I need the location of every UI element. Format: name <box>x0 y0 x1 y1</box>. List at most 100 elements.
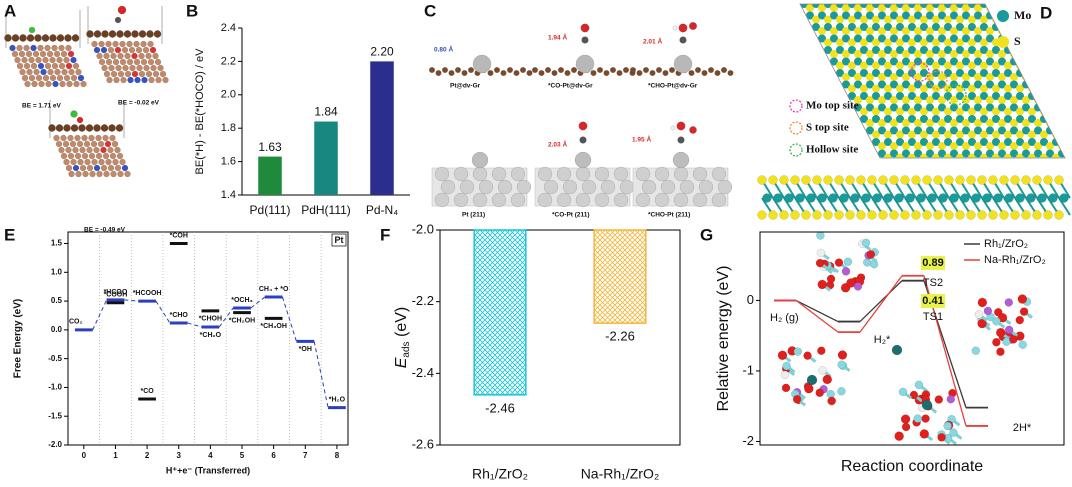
atom <box>962 142 970 150</box>
atom <box>986 142 994 150</box>
atom <box>792 395 802 404</box>
bond <box>1049 83 1057 90</box>
atom <box>68 68 75 76</box>
atom <box>146 30 154 38</box>
atom <box>688 69 695 76</box>
bond <box>1068 119 1072 123</box>
atom <box>61 68 68 76</box>
atom <box>854 96 862 104</box>
atom <box>86 146 93 154</box>
atom <box>79 146 86 154</box>
x-tick-label: 1 <box>113 451 118 460</box>
atom <box>920 61 928 70</box>
atom <box>867 175 877 185</box>
atom <box>896 84 904 93</box>
atom <box>883 193 893 203</box>
bond <box>1055 118 1063 124</box>
atom <box>920 4 928 8</box>
atom <box>93 46 101 54</box>
atom <box>818 27 826 35</box>
bond <box>869 152 877 158</box>
atom <box>67 50 75 58</box>
atom <box>848 115 856 123</box>
atom <box>938 149 946 158</box>
atom <box>442 66 449 73</box>
atom <box>1028 115 1036 123</box>
atom <box>72 146 79 154</box>
atom <box>842 4 850 12</box>
atom <box>992 4 1000 8</box>
atom <box>902 126 910 135</box>
atom <box>842 50 850 58</box>
atom <box>108 124 116 132</box>
atom <box>949 193 959 203</box>
atom <box>926 57 934 66</box>
atom <box>860 23 868 31</box>
atom <box>1022 149 1030 158</box>
plot-frame <box>67 231 349 446</box>
atom <box>950 4 958 12</box>
atom <box>1052 115 1060 123</box>
atom <box>890 27 898 35</box>
level-label: CH₄ + *O <box>259 286 289 293</box>
atom <box>119 40 126 48</box>
atom <box>824 38 832 47</box>
atom <box>429 66 436 73</box>
atom <box>1034 57 1042 66</box>
atom <box>823 175 833 185</box>
atom <box>1004 130 1012 139</box>
atom <box>1034 34 1042 43</box>
atom <box>44 44 51 52</box>
atom <box>117 52 124 60</box>
atom <box>126 40 133 48</box>
atom <box>779 175 789 185</box>
legend-atom <box>997 36 1009 48</box>
bond <box>792 4 798 8</box>
atom <box>121 46 129 54</box>
atom <box>679 179 695 195</box>
atom <box>818 34 826 43</box>
atom <box>109 152 117 160</box>
atom <box>992 61 1000 70</box>
atom <box>93 124 101 132</box>
atom <box>580 23 590 33</box>
atom <box>914 27 922 35</box>
atom <box>100 164 108 172</box>
atom <box>878 149 886 158</box>
atom <box>938 142 946 150</box>
atom <box>843 257 853 266</box>
atom <box>133 58 141 66</box>
atom <box>148 76 155 84</box>
atom <box>662 69 669 76</box>
atom <box>51 62 59 70</box>
atom <box>66 80 73 88</box>
atom <box>487 69 494 76</box>
atom <box>950 96 958 104</box>
atom <box>556 192 572 208</box>
atom <box>784 193 794 203</box>
atom <box>70 56 77 64</box>
atom <box>100 124 109 132</box>
atom <box>974 50 982 58</box>
atom <box>806 11 814 20</box>
atom <box>896 46 904 54</box>
atom <box>26 68 33 76</box>
atom <box>884 138 892 146</box>
atom <box>836 15 844 24</box>
atom <box>1004 4 1012 8</box>
atom <box>866 103 874 112</box>
atom <box>812 23 820 31</box>
atom <box>49 56 56 64</box>
atom <box>860 4 868 8</box>
y-tick-label: 2.4 <box>221 22 236 34</box>
atom <box>575 166 591 182</box>
atom <box>944 138 952 146</box>
atom <box>72 62 80 70</box>
atom <box>980 38 988 47</box>
atom <box>850 193 860 203</box>
atom <box>818 11 826 20</box>
atom <box>902 34 910 43</box>
atom <box>816 231 825 240</box>
bond <box>1019 49 1027 55</box>
